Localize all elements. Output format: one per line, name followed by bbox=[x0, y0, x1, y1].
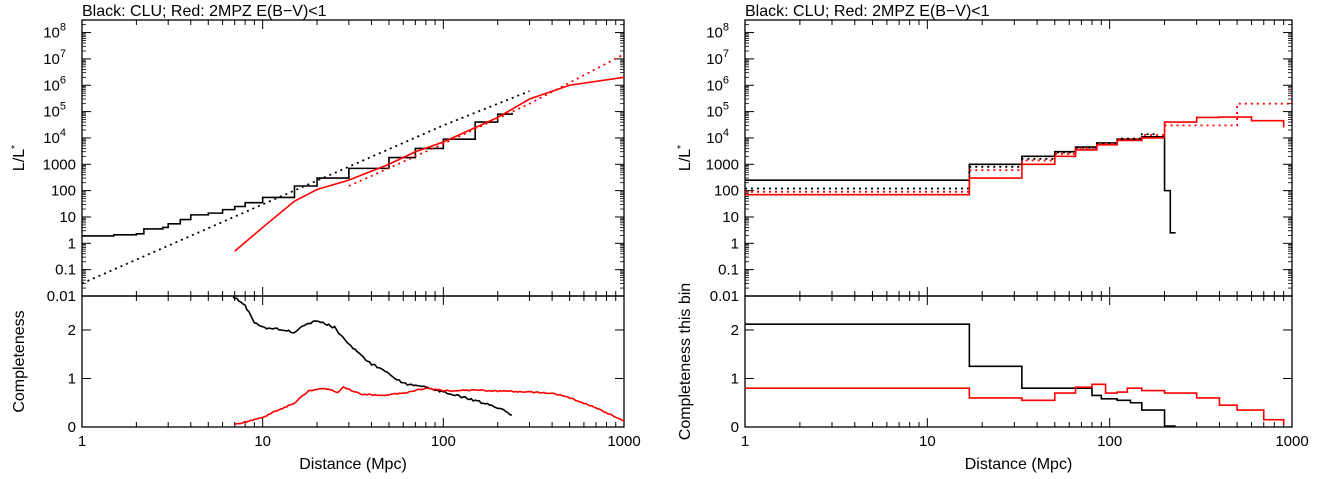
y-tick-label: 107 bbox=[706, 48, 729, 68]
lower-series-1 bbox=[232, 296, 513, 416]
upper-series-4 bbox=[745, 86, 1292, 193]
panel-frame bbox=[81, 295, 625, 428]
y-tick-label: 2 bbox=[68, 322, 76, 339]
lower-panel: 0 1 2 Completeness this bin bbox=[677, 283, 1293, 440]
y-tick-label: 108 bbox=[43, 22, 66, 42]
lower-series-2 bbox=[234, 385, 624, 425]
y-tick-label-min: 0.01 bbox=[47, 288, 76, 305]
x-tick-label: 1000 bbox=[607, 433, 640, 450]
x-tick-label: 1 bbox=[78, 433, 86, 450]
lower-series-1 bbox=[745, 323, 1176, 427]
lower-series-2 bbox=[745, 383, 1285, 426]
chart-title: Black: CLU; Red: 2MPZ E(B−V)<1 bbox=[745, 3, 990, 20]
upper-ylabel: L/L* bbox=[676, 145, 694, 171]
upper-panel: 0.1 1 10 100 1000 104 105 106 107 108 0.01 L/L* bbox=[676, 19, 1293, 305]
x-axis-title: Distance (Mpc) bbox=[299, 456, 407, 473]
chart-2: Black: CLU; Red: 2MPZ E(B−V)<10.11101001… bbox=[676, 3, 1309, 473]
upper-series-1 bbox=[745, 136, 1176, 234]
upper-series-1 bbox=[82, 112, 513, 237]
upper-series-3 bbox=[234, 76, 624, 252]
y-tick-label: 104 bbox=[43, 127, 66, 147]
y-tick-label: 1000 bbox=[43, 156, 76, 173]
lower-panel: 0 1 2 Completeness bbox=[11, 295, 625, 436]
x-tick-label: 1000 bbox=[1275, 433, 1308, 450]
x-tick-label: 10 bbox=[919, 433, 936, 450]
y-tick-label: 10 bbox=[59, 209, 76, 226]
y-tick-label: 1 bbox=[68, 235, 76, 252]
x-axis-title: Distance (Mpc) bbox=[965, 456, 1073, 473]
y-tick-label-min: 0.01 bbox=[710, 288, 739, 305]
y-tick-label: 105 bbox=[706, 101, 729, 121]
panel-frame bbox=[81, 19, 625, 297]
y-tick-label: 1 bbox=[68, 370, 76, 387]
y-tick-label: 104 bbox=[706, 127, 729, 147]
y-tick-label: 1 bbox=[731, 235, 739, 252]
y-tick-label: 108 bbox=[706, 22, 729, 42]
y-tick-label: 107 bbox=[43, 48, 66, 68]
y-tick-label: 0 bbox=[68, 419, 76, 436]
panel-frame bbox=[744, 295, 1293, 428]
lower-ylabel: Completeness this bin bbox=[677, 283, 694, 440]
x-tick-label: 10 bbox=[254, 433, 271, 450]
x-tick-label: 100 bbox=[431, 433, 456, 450]
y-tick-label: 0.1 bbox=[718, 262, 739, 279]
y-tick-label: 100 bbox=[714, 183, 739, 200]
y-tick-label: 2 bbox=[731, 322, 739, 339]
upper-series-4 bbox=[348, 53, 624, 187]
y-tick-label: 105 bbox=[43, 101, 66, 121]
upper-panel: 0.1 1 10 100 1000 104 105 106 107 108 0.01 L/L* bbox=[10, 19, 625, 305]
y-tick-label: 0 bbox=[731, 419, 739, 436]
upper-ylabel: L/L* bbox=[10, 145, 28, 171]
x-tick-label: 100 bbox=[1097, 433, 1122, 450]
x-tick-label: 1 bbox=[741, 433, 749, 450]
upper-series-3 bbox=[745, 116, 1285, 196]
lower-ylabel: Completeness bbox=[11, 310, 28, 412]
y-tick-label: 106 bbox=[706, 74, 729, 94]
chart-1: Black: CLU; Red: 2MPZ E(B−V)<10.11101001… bbox=[10, 3, 641, 473]
panel-frame bbox=[744, 19, 1293, 297]
y-tick-label: 106 bbox=[43, 74, 66, 94]
y-tick-label: 100 bbox=[51, 183, 76, 200]
y-tick-label: 10 bbox=[722, 209, 739, 226]
y-tick-label: 1000 bbox=[706, 156, 739, 173]
chart-title: Black: CLU; Red: 2MPZ E(B−V)<1 bbox=[82, 3, 327, 20]
upper-series-2 bbox=[82, 90, 530, 285]
y-tick-label: 0.1 bbox=[55, 262, 76, 279]
y-tick-label: 1 bbox=[731, 370, 739, 387]
